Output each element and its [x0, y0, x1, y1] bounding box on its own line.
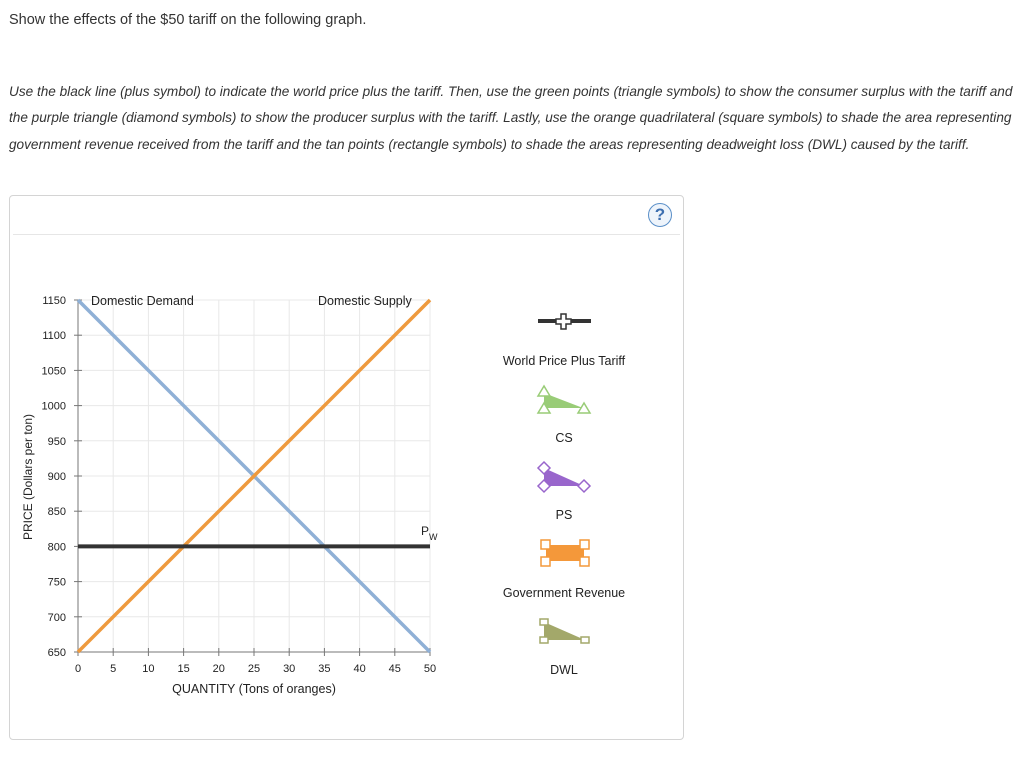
cs-triangle-fill [544, 393, 583, 408]
x-tick-label: 30 [283, 663, 295, 675]
square-icon [579, 556, 590, 567]
diamond-icon [536, 478, 552, 494]
tool-dwl[interactable]: DWL [539, 618, 590, 677]
tick-labels: 0 5 10 15 20 25 30 35 40 45 50 650 700 750 800 850 900 95… [42, 295, 437, 675]
tool-label: PS [556, 508, 573, 522]
diamond-icon [576, 478, 592, 494]
x-tick-label: 15 [177, 663, 189, 675]
tool-world-price-plus-tariff[interactable]: World Price Plus Tariff [503, 313, 626, 368]
tool-government-revenue[interactable]: Government Revenue [503, 539, 625, 600]
tool-label: World Price Plus Tariff [503, 354, 626, 368]
y-tick-label: 700 [48, 612, 66, 624]
demand-label: Domestic Demand [91, 294, 194, 308]
question-prompt: Show the effects of the $50 tariff on th… [9, 12, 367, 28]
x-tick-label: 35 [318, 663, 330, 675]
plus-icon [555, 313, 572, 330]
gov-rect-fill [546, 545, 584, 561]
world-price-label: PW [421, 524, 438, 542]
y-tick-label: 750 [48, 577, 66, 589]
supply-label: Domestic Supply [318, 294, 413, 308]
panel-divider [13, 234, 680, 235]
tool-ps[interactable]: PS [536, 460, 592, 522]
tool-label: CS [555, 431, 572, 445]
tool-label: DWL [550, 663, 578, 677]
y-tick-label: 1050 [42, 365, 66, 377]
triangle-icon [536, 401, 552, 414]
y-tick-label: 850 [48, 506, 66, 518]
tool-label: Government Revenue [503, 586, 625, 600]
x-tick-label: 40 [353, 663, 365, 675]
y-tick-label: 1150 [42, 295, 66, 307]
rectangle-icon [539, 636, 549, 644]
square-icon [540, 556, 551, 567]
square-icon [579, 539, 590, 550]
y-tick-label: 800 [48, 541, 66, 553]
ps-triangle-fill [544, 468, 584, 486]
instructions-text: Use the black line (plus symbol) to indi… [9, 84, 1013, 152]
rectangle-icon [539, 618, 549, 626]
y-tick-label: 1100 [42, 330, 66, 342]
diamond-icon [536, 460, 552, 476]
rectangle-icon [580, 636, 590, 644]
x-tick-label: 20 [213, 663, 225, 675]
x-axis-label: QUANTITY (Tons of oranges) [172, 682, 336, 696]
y-tick-label: 900 [48, 471, 66, 483]
graph-panel: ? [9, 195, 684, 740]
axes [74, 299, 431, 656]
y-tick-label: 950 [48, 436, 66, 448]
x-tick-label: 45 [389, 663, 401, 675]
y-tick-label: 1000 [42, 401, 66, 413]
triangle-icon [536, 384, 552, 397]
x-tick-label: 25 [248, 663, 260, 675]
triangle-icon [576, 401, 592, 414]
x-tick-label: 10 [142, 663, 154, 675]
y-axis-label: PRICE (Dollars per ton) [21, 414, 35, 540]
square-icon [540, 539, 551, 550]
dwl-triangle-fill [544, 622, 585, 640]
y-tick-label: 650 [48, 647, 66, 659]
curves [76, 298, 432, 654]
x-tick-label: 0 [75, 663, 81, 675]
x-tick-label: 5 [110, 663, 116, 675]
supply-curve [76, 298, 432, 654]
tool-cs[interactable]: CS [536, 384, 592, 445]
help-button[interactable]: ? [648, 203, 672, 227]
x-tick-label: 50 [424, 663, 436, 675]
